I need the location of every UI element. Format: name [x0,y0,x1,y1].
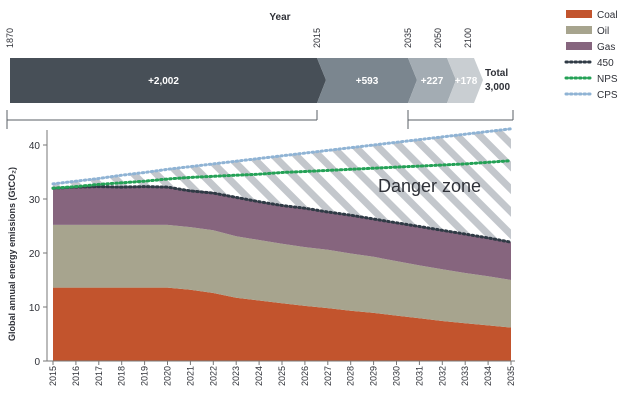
danger-zone-annotation: Danger zone [378,176,481,196]
x-tick-label: 2016 [71,366,81,386]
x-tick-label: 2031 [414,366,424,386]
x-tick-label: 2022 [208,366,218,386]
budget-year-2050: 2050 [433,28,443,48]
y-tick-label: 20 [29,249,41,260]
x-tick-label: 2027 [323,366,333,386]
y-tick-label: 0 [34,357,40,368]
budget-year-2035: 2035 [403,28,413,48]
budget-year-1870: 1870 [5,28,15,48]
x-tick-label: 2028 [346,366,356,386]
budget-segment-label: +178 [455,76,478,87]
legend-swatch-oil [566,26,592,34]
area-coal [53,287,511,361]
legend-swatch-coal [566,10,592,18]
x-tick-label: 2020 [163,366,173,386]
line-450 [51,185,513,244]
legend-label-gas: Gas [597,42,615,53]
budget-year-2015: 2015 [312,28,322,48]
legend-label-coal: Coal [597,10,618,21]
y-axis-label: Global annual energy emissions (GtCO₂) [7,167,17,341]
x-tick-labels: 2015 2016 2017 2018 2019 2020 2021 2022 2023 2024… [48,361,516,386]
x-tick-label: 2026 [300,366,310,386]
budget-total-value: 3,000 [485,82,510,93]
bracket-historic [6,110,318,129]
x-tick-label: 2023 [231,366,241,386]
x-tick-label: 2030 [392,366,402,386]
scenario-lines [51,127,513,244]
budget-segments: +2,002 +593 +227 +178 [10,58,483,103]
line-cps [51,127,513,186]
y-tick-label: 30 [29,195,41,206]
x-tick-label: 2034 [483,366,493,386]
x-tick-label: 2029 [369,366,379,386]
legend-swatch-gas [566,42,592,50]
budget-segment-2100 [447,58,483,103]
danger-zone-area [53,128,511,243]
x-tick-label: 2035 [506,366,516,386]
x-tick-label: 2024 [254,366,264,386]
y-tick-label: 10 [29,303,41,314]
area-oil [53,224,511,328]
x-tick-label: 2025 [277,366,287,386]
bracket-future [407,110,514,129]
line-nps [51,159,513,190]
x-tick-label: 2018 [117,366,127,386]
budget-segment-2050 [408,58,456,103]
legend: Coal Oil Gas 450 NPS CPS [564,10,618,101]
x-tick-label: 2032 [437,366,447,386]
budget-segment-label: +2,002 [148,76,179,87]
budget-segment-2015 [10,58,326,103]
x-tick-label: 2015 [48,366,58,386]
area-gas [53,186,511,280]
budget-segment-label: +227 [421,76,444,87]
budget-segment-2035 [317,58,417,103]
budget-segment-label: +593 [356,76,379,87]
stacked-areas [53,186,511,361]
y-tick-label: 40 [29,141,41,152]
y-tick-labels: 0 10 20 30 40 [29,141,47,368]
legend-label-nps: NPS [597,74,618,85]
budget-total-label: Total [485,68,508,79]
legend-label-oil: Oil [597,26,609,37]
x-tick-label: 2019 [140,366,150,386]
x-tick-label: 2033 [460,366,470,386]
budget-title: Year [269,12,290,23]
budget-year-labels: 1870 2015 2035 2050 2100 [5,28,473,48]
legend-label-450: 450 [597,58,614,69]
x-tick-label: 2017 [94,366,104,386]
x-tick-label: 2021 [185,366,195,386]
legend-label-cps: CPS [597,90,618,101]
budget-year-2100: 2100 [463,28,473,48]
carbon-budget-bar: Year 1870 2015 2035 2050 2100 +2,002 +593 +227… [5,12,514,129]
